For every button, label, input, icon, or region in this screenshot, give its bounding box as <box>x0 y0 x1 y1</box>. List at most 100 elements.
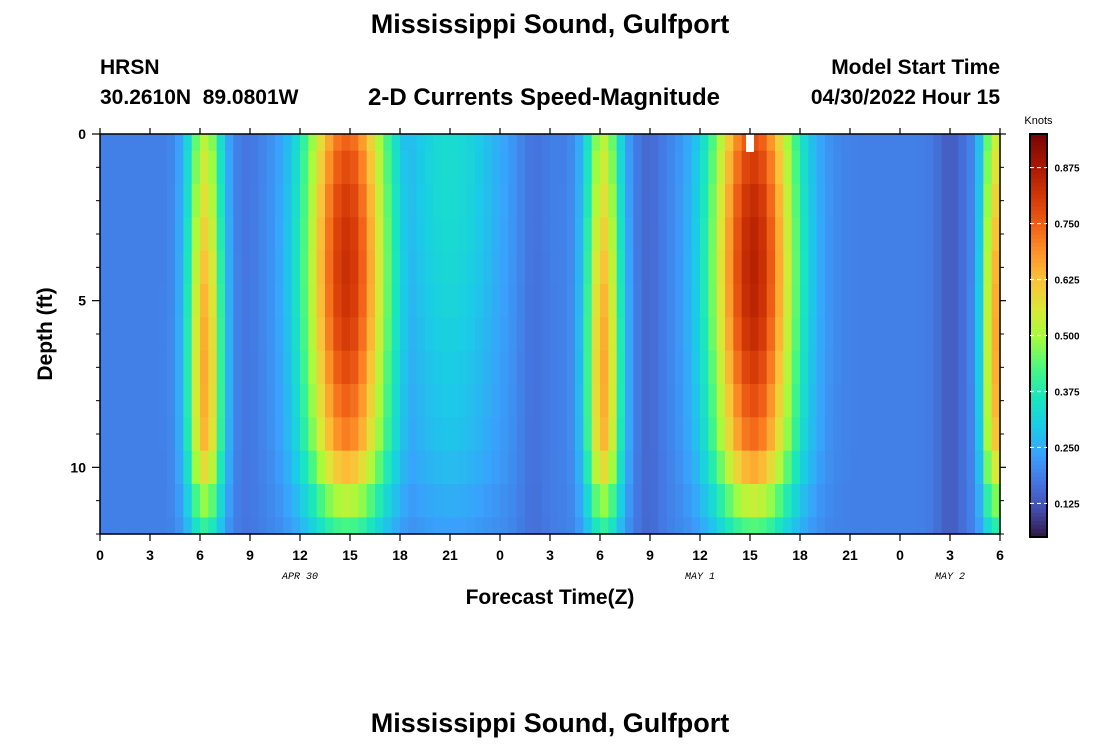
heatmap-cell <box>741 517 751 535</box>
heatmap-cell <box>216 134 226 152</box>
heatmap-cell <box>100 250 109 285</box>
heatmap-cell <box>950 450 959 485</box>
heatmap-cell <box>433 150 443 185</box>
heatmap-cell <box>733 250 743 285</box>
heatmap-cell <box>541 384 551 418</box>
heatmap-cell <box>883 217 893 252</box>
heatmap-cell <box>683 284 693 318</box>
heatmap-cell <box>200 184 209 218</box>
heatmap-cell <box>483 350 493 385</box>
heatmap-cell <box>825 517 834 535</box>
heatmap-cell <box>900 217 909 252</box>
heatmap-cell <box>791 350 801 385</box>
heatmap-cell <box>325 150 334 185</box>
colorbar-cell <box>1030 295 1047 300</box>
colorbar-cell <box>1030 138 1047 143</box>
heatmap-cell <box>383 284 393 318</box>
colorbar-cell <box>1030 303 1047 308</box>
heatmap-cell <box>958 450 968 485</box>
colorbar-cell <box>1030 399 1047 405</box>
heatmap-cell <box>375 484 384 518</box>
heatmap-cell <box>233 484 243 518</box>
model-start-marker <box>746 134 754 152</box>
heatmap-cell <box>966 317 976 352</box>
heatmap-cell <box>308 417 318 452</box>
heatmap-cell <box>508 150 518 185</box>
colorbar-cell <box>1030 222 1047 228</box>
heatmap-cell <box>925 134 934 152</box>
heatmap-cell <box>258 517 268 535</box>
heatmap-cell <box>825 350 834 385</box>
heatmap-cell <box>591 484 601 518</box>
heatmap-cell <box>416 284 426 318</box>
heatmap-cell <box>666 284 676 318</box>
heatmap-cell <box>400 384 409 418</box>
heatmap-cell <box>450 484 459 518</box>
heatmap-cell <box>200 450 209 485</box>
heatmap-cell <box>183 350 193 385</box>
heatmap-cell <box>408 417 418 452</box>
heatmap-cell <box>591 317 601 352</box>
heatmap-cell <box>275 217 284 252</box>
heatmap-cell <box>150 384 159 418</box>
heatmap-cell <box>808 250 818 285</box>
heatmap-cell <box>316 217 326 252</box>
heatmap-cell <box>425 250 434 285</box>
heatmap-cell <box>550 317 559 352</box>
heatmap-cell <box>200 150 209 185</box>
colorbar-cell <box>1030 472 1047 478</box>
heatmap-cell <box>583 517 593 535</box>
heatmap-cell <box>100 517 109 535</box>
heatmap-cell <box>966 384 976 418</box>
heatmap-cell <box>258 284 268 318</box>
heatmap-cell <box>933 450 943 485</box>
heatmap-cell <box>791 517 801 535</box>
colorbar-cell <box>1030 258 1047 264</box>
heatmap-cell <box>441 134 451 152</box>
heatmap-cell <box>808 184 818 218</box>
heatmap-cell <box>125 350 134 385</box>
heatmap-cell <box>525 284 534 318</box>
heatmap-cell <box>775 150 784 185</box>
heatmap-cell <box>383 517 393 535</box>
heatmap-cell <box>666 450 676 485</box>
heatmap-cell <box>508 317 518 352</box>
heatmap-cell <box>333 150 343 185</box>
heatmap-cell <box>758 350 768 385</box>
heatmap-cell <box>791 150 801 185</box>
heatmap-cell <box>558 134 568 152</box>
heatmap-cell <box>958 184 968 218</box>
heatmap-cell <box>708 317 718 352</box>
heatmap-cell <box>208 517 218 535</box>
heatmap-cell <box>433 484 443 518</box>
heatmap-cell <box>491 184 501 218</box>
heatmap-cell <box>850 284 859 318</box>
heatmap-cell <box>141 450 151 485</box>
heatmap-cell <box>875 484 884 518</box>
heatmap-cell <box>591 134 601 152</box>
heatmap-cell <box>350 484 359 518</box>
heatmap-cell <box>225 284 234 318</box>
heatmap-cell <box>558 284 568 318</box>
heatmap-cell <box>983 484 993 518</box>
colorbar-cell <box>1030 218 1047 224</box>
heatmap-cell <box>483 384 493 418</box>
heatmap-cell <box>833 250 843 285</box>
heatmap-cell <box>916 484 926 518</box>
heatmap-cell <box>458 317 468 352</box>
heatmap-cell <box>733 217 743 252</box>
heatmap-cell <box>575 250 584 285</box>
heatmap-cell <box>766 134 776 152</box>
heatmap-cell <box>941 384 951 418</box>
heatmap-cell <box>516 184 526 218</box>
heatmap-cell <box>316 450 326 485</box>
heatmap-cell <box>458 150 468 185</box>
heatmap-cell <box>100 184 109 218</box>
heatmap-cell <box>166 517 176 535</box>
heatmap-cell <box>850 350 859 385</box>
heatmap-cell <box>266 217 276 252</box>
heatmap-cell <box>866 317 876 352</box>
heatmap-cell <box>991 384 1001 418</box>
colorbar-cell <box>1030 287 1047 292</box>
